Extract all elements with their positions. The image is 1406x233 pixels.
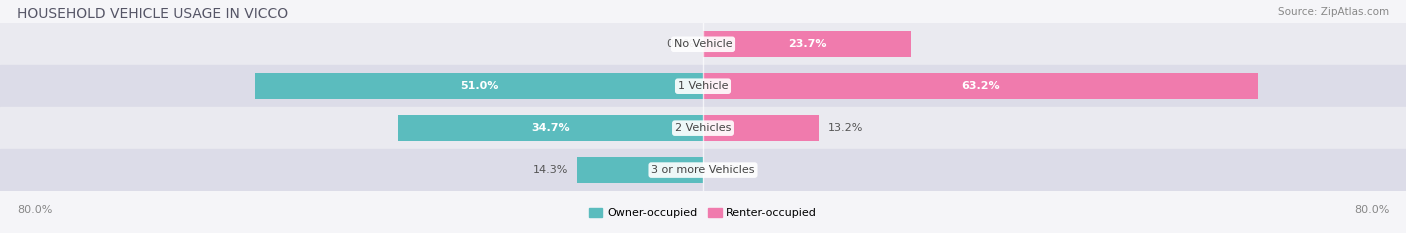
- Bar: [0, 149, 1406, 191]
- Text: 0.0%: 0.0%: [666, 39, 695, 49]
- Text: Source: ZipAtlas.com: Source: ZipAtlas.com: [1278, 7, 1389, 17]
- Text: 0.0%: 0.0%: [711, 165, 740, 175]
- Text: 1 Vehicle: 1 Vehicle: [678, 81, 728, 91]
- Text: 23.7%: 23.7%: [787, 39, 827, 49]
- Bar: [703, 115, 818, 141]
- Text: 63.2%: 63.2%: [962, 81, 1000, 91]
- Bar: [398, 115, 703, 141]
- Text: 80.0%: 80.0%: [1354, 205, 1389, 215]
- Bar: [0, 65, 1406, 107]
- Bar: [703, 73, 1258, 99]
- Text: 51.0%: 51.0%: [460, 81, 498, 91]
- Text: HOUSEHOLD VEHICLE USAGE IN VICCO: HOUSEHOLD VEHICLE USAGE IN VICCO: [17, 7, 288, 21]
- Text: 13.2%: 13.2%: [828, 123, 863, 133]
- Text: 80.0%: 80.0%: [17, 205, 52, 215]
- Text: 14.3%: 14.3%: [533, 165, 568, 175]
- Text: 34.7%: 34.7%: [531, 123, 569, 133]
- Text: 2 Vehicles: 2 Vehicles: [675, 123, 731, 133]
- Text: 3 or more Vehicles: 3 or more Vehicles: [651, 165, 755, 175]
- Text: No Vehicle: No Vehicle: [673, 39, 733, 49]
- Bar: [254, 73, 703, 99]
- Bar: [0, 107, 1406, 149]
- Bar: [578, 157, 703, 183]
- Legend: Owner-occupied, Renter-occupied: Owner-occupied, Renter-occupied: [585, 203, 821, 223]
- Bar: [0, 23, 1406, 65]
- Bar: [703, 31, 911, 57]
